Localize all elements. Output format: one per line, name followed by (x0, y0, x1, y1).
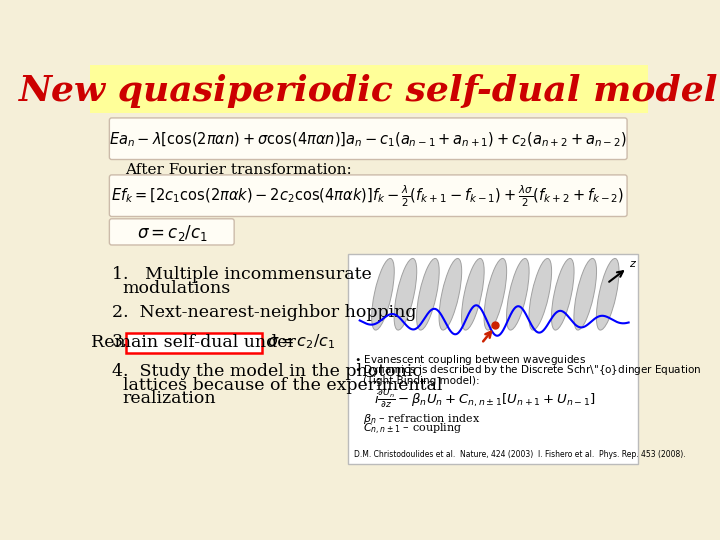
Ellipse shape (462, 259, 484, 330)
Text: realization: realization (122, 390, 216, 408)
Text: Remain self-dual under: Remain self-dual under (91, 334, 297, 352)
FancyBboxPatch shape (109, 219, 234, 245)
Ellipse shape (506, 259, 529, 330)
Text: $\sigma = c_2/c_1$: $\sigma = c_2/c_1$ (266, 333, 335, 352)
FancyBboxPatch shape (126, 333, 262, 353)
Text: 1.   Multiple incommensurate: 1. Multiple incommensurate (112, 266, 372, 283)
Text: $i\frac{\partial U_n}{\partial z} - \beta_n U_n + C_{n,n\pm 1}[U_{n+1}+U_{n-1}]$: $i\frac{\partial U_n}{\partial z} - \bet… (374, 387, 596, 411)
Text: $Ef_k = [2c_1\cos(2\pi\alpha k) - 2c_2\cos(4\pi\alpha k)]f_k - \frac{\lambda}{2}: $Ef_k = [2c_1\cos(2\pi\alpha k) - 2c_2\c… (111, 184, 624, 209)
FancyBboxPatch shape (109, 118, 627, 159)
FancyBboxPatch shape (109, 175, 627, 217)
Ellipse shape (439, 259, 462, 330)
Ellipse shape (552, 259, 574, 330)
Ellipse shape (394, 259, 417, 330)
Bar (90, 65, 648, 112)
Ellipse shape (574, 259, 597, 330)
Text: 3.: 3. (112, 334, 128, 350)
Ellipse shape (529, 259, 552, 330)
Ellipse shape (596, 259, 619, 330)
Text: New quasiperiodic self-dual model: New quasiperiodic self-dual model (19, 74, 719, 108)
Ellipse shape (372, 259, 395, 330)
Text: After Fourier transformation:: After Fourier transformation: (125, 163, 351, 177)
Text: $Ea_n - \lambda[\cos(2\pi\alpha n) + \sigma\cos(4\pi\alpha n)]a_n - c_1(a_{n-1} : $Ea_n - \lambda[\cos(2\pi\alpha n) + \si… (109, 130, 626, 148)
Text: 2.  Next-nearest-neighbor hopping: 2. Next-nearest-neighbor hopping (112, 304, 416, 321)
Text: $\bullet$ Evanescent coupling between waveguides: $\bullet$ Evanescent coupling between wa… (354, 353, 585, 367)
Text: $z$: $z$ (629, 259, 636, 268)
Text: $\bullet$ Dynamics is described by the Discrete Schr\"{o}dinger Equation: $\bullet$ Dynamics is described by the D… (354, 363, 701, 377)
Text: $\beta_n$ – refraction index: $\beta_n$ – refraction index (363, 412, 480, 426)
Text: (Tight-Binding model):: (Tight-Binding model): (363, 375, 480, 386)
Ellipse shape (484, 259, 507, 330)
Text: modulations: modulations (122, 280, 231, 296)
Ellipse shape (417, 259, 439, 330)
Text: lattices because of the experimental: lattices because of the experimental (122, 376, 442, 394)
FancyBboxPatch shape (348, 254, 638, 464)
Text: $\sigma = c_2/c_1$: $\sigma = c_2/c_1$ (138, 222, 209, 242)
Text: $C_{n,n\pm 1}$ – coupling: $C_{n,n\pm 1}$ – coupling (363, 422, 462, 437)
Text: D.M. Christodoulides et al.  Nature, 424 (2003)  I. Fishero et al.  Phys. Rep. 4: D.M. Christodoulides et al. Nature, 424 … (354, 450, 685, 459)
Text: 4.  Study the model in the photonic: 4. Study the model in the photonic (112, 363, 422, 380)
